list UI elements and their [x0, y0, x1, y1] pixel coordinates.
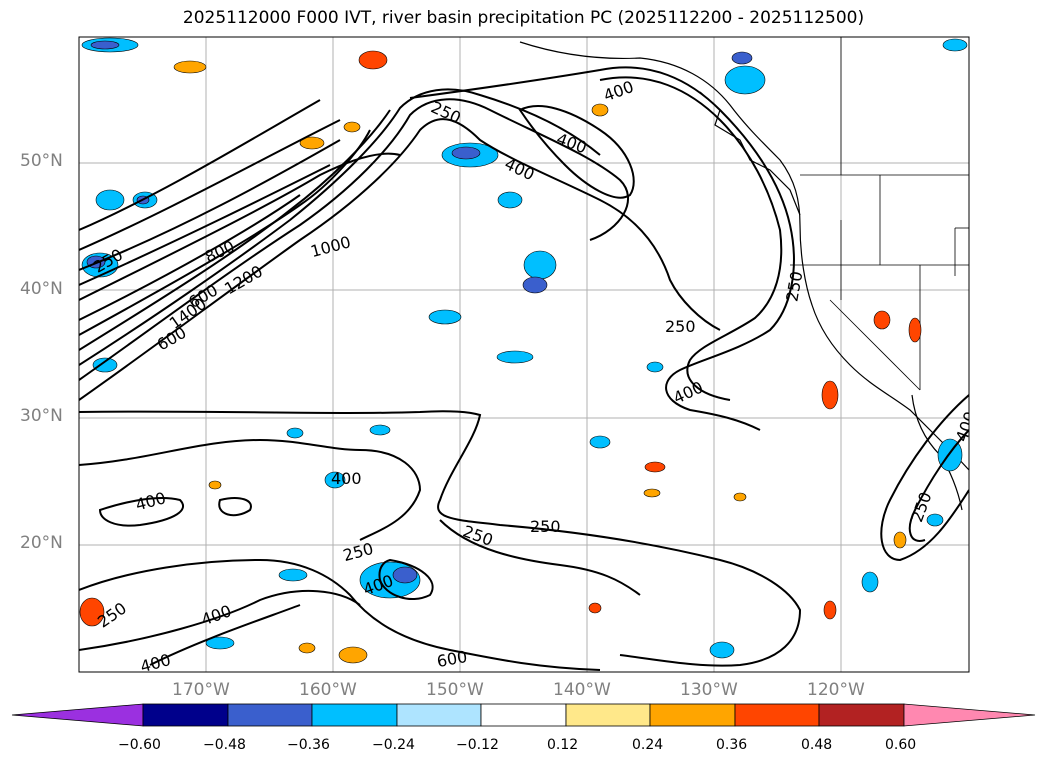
colorbar-tick: 0.24: [632, 737, 664, 753]
figure-title: 2025112000 F000 IVT, river basin precipi…: [182, 8, 865, 28]
colorbar-tick: −0.12: [456, 737, 499, 753]
colorbar-bin-2: [227, 703, 313, 727]
lat-label-30: 30°N: [20, 406, 63, 426]
colorbar-over-arrow: [903, 703, 1036, 727]
colorbar: [11, 703, 1036, 727]
colorbar-bin-8: [734, 703, 820, 727]
colorbar-under-arrow: [11, 703, 144, 727]
colorbar-tick: −0.60: [118, 737, 161, 753]
lat-label-40: 40°N: [20, 279, 63, 299]
precip-patches-positive: [79, 50, 922, 664]
colorbar-bin-5: [480, 703, 567, 727]
lat-label-50: 50°N: [20, 151, 63, 171]
contour-label: 400: [138, 650, 172, 676]
lon-label-170w: 170°W: [172, 680, 230, 700]
contour-label: 400: [331, 469, 362, 488]
precip-patches-negative: [81, 37, 968, 659]
colorbar-bin-4: [396, 703, 482, 727]
colorbar-bin-1: [142, 703, 229, 727]
lat-label-20: 20°N: [20, 533, 63, 553]
colorbar-tick: −0.48: [203, 737, 246, 753]
lon-label-120w: 120°W: [807, 680, 865, 700]
contour-label: 250: [665, 317, 696, 336]
colorbar-tick: 0.60: [885, 737, 917, 753]
colorbar-bin-3: [311, 703, 398, 727]
colorbar-tick: 0.36: [716, 737, 748, 753]
lon-label-150w: 150°W: [426, 680, 484, 700]
map-frame: [78, 36, 970, 673]
contour-label: 250: [530, 517, 561, 536]
colorbar-tick: 0.48: [801, 737, 833, 753]
colorbar-bin-6: [565, 703, 651, 727]
colorbar-bin-9: [818, 703, 905, 727]
lon-label-130w: 130°W: [680, 680, 738, 700]
colorbar-tick: −0.24: [372, 737, 415, 753]
lon-label-160w: 160°W: [299, 680, 357, 700]
lon-label-140w: 140°W: [553, 680, 611, 700]
ivt-contours: [79, 66, 969, 671]
colorbar-tick: 0.12: [547, 737, 579, 753]
colorbar-tick: −0.36: [287, 737, 330, 753]
colorbar-bin-7: [649, 703, 736, 727]
